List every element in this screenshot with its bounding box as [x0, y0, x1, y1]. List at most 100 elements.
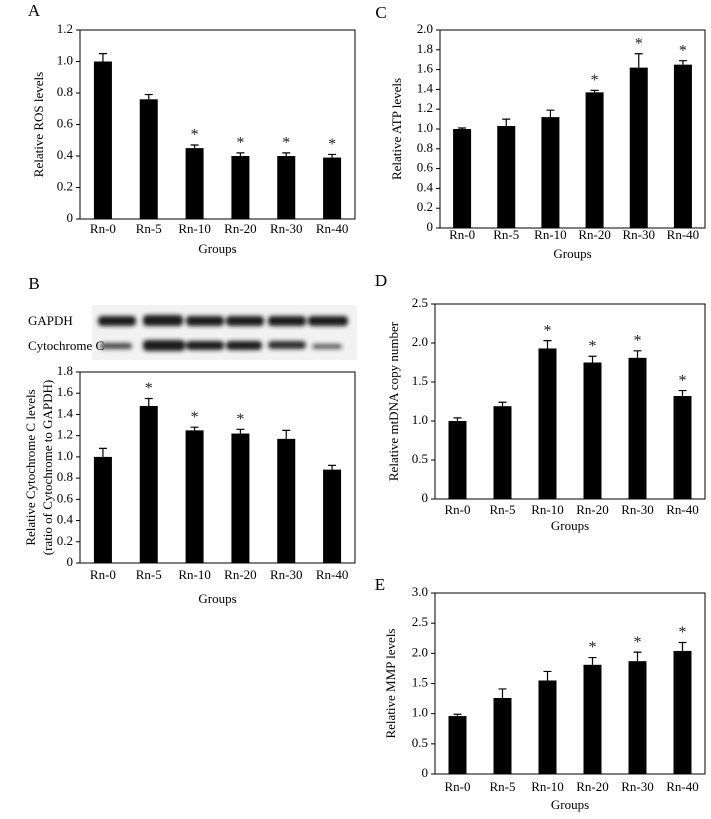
x-tick-label: Rn-0 — [90, 221, 116, 236]
x-axis-label: Groups — [551, 518, 589, 533]
y-tick-label: 2.0 — [412, 644, 428, 659]
y-axis-label: Relative ROS levels — [31, 72, 46, 177]
blot-background — [92, 305, 357, 360]
x-tick-label: Rn-20 — [576, 779, 609, 794]
x-axis-label: Groups — [198, 241, 236, 256]
plot-frame — [434, 303, 706, 500]
significance-marker: * — [634, 634, 642, 651]
error-bar — [543, 340, 552, 349]
x-tick-label: Rn-20 — [576, 502, 609, 517]
y-tick-label: 0.5 — [412, 451, 428, 466]
bar — [673, 64, 692, 229]
bar — [323, 469, 342, 563]
x-tick-label: Rn-20 — [224, 567, 257, 582]
x-tick-label: Rn-0 — [90, 567, 116, 582]
error-bar — [543, 670, 552, 681]
bar — [673, 650, 692, 774]
y-tick-label: 0.8 — [417, 140, 433, 155]
bar — [93, 456, 112, 563]
significance-marker: * — [589, 639, 597, 656]
bar — [139, 405, 158, 563]
x-tick-label: Rn-5 — [493, 227, 519, 242]
significance-marker: * — [679, 624, 687, 641]
x-tick-label: Rn-10 — [178, 567, 211, 582]
x-tick-label: Rn-40 — [666, 502, 699, 517]
y-axis-label: Relative ATP levels — [389, 78, 404, 180]
y-tick-label: 1.6 — [417, 61, 434, 76]
x-tick-label: Rn-30 — [623, 227, 656, 242]
y-tick-label: 1.0 — [57, 52, 73, 67]
y-tick-label: 1.0 — [417, 120, 433, 135]
error-bar — [590, 89, 599, 93]
significance-marker: * — [589, 338, 597, 355]
plot-frame — [439, 29, 706, 229]
error-bar — [144, 397, 153, 406]
error-bar — [282, 429, 291, 439]
y-tick-label: 1.0 — [57, 448, 73, 463]
x-tick-label: Rn-20 — [224, 221, 257, 236]
error-bar — [633, 350, 642, 358]
error-bar — [236, 152, 245, 156]
error-bar — [453, 713, 462, 717]
y-tick-label: 0.8 — [57, 469, 73, 484]
bar — [493, 406, 512, 499]
y-tick-label: 0.4 — [57, 147, 74, 162]
bar — [323, 157, 342, 219]
bar — [497, 126, 516, 228]
y-tick-label: 0.4 — [57, 512, 74, 527]
y-axis-label: (ratio of Cytochrome to GAPDH) — [40, 380, 55, 555]
y-tick-label: 1.8 — [417, 41, 433, 56]
x-tick-label: Rn-0 — [445, 779, 471, 794]
y-tick-label: 0.8 — [57, 84, 73, 99]
x-tick-label: Rn-40 — [667, 227, 700, 242]
bar — [629, 67, 648, 229]
y-tick-label: 0.4 — [417, 179, 434, 194]
bar — [538, 348, 557, 499]
y-tick-label: 0.5 — [412, 735, 428, 750]
y-tick-label: 2.0 — [417, 21, 433, 36]
x-tick-label: Rn-20 — [578, 227, 611, 242]
bar — [185, 148, 204, 219]
significance-marker: * — [544, 322, 552, 339]
bar — [277, 156, 296, 219]
bar — [453, 129, 472, 228]
blot-label: GAPDH — [28, 313, 73, 328]
x-tick-label: Rn-10 — [178, 221, 211, 236]
y-tick-label: 1.0 — [412, 412, 428, 427]
error-bar — [98, 447, 107, 457]
x-tick-label: Rn-0 — [445, 502, 471, 517]
significance-marker: * — [635, 35, 643, 52]
y-tick-label: 1.5 — [412, 674, 428, 689]
bar — [185, 430, 204, 563]
error-bar — [328, 464, 337, 470]
error-bar — [453, 417, 462, 421]
x-tick-label: Rn-10 — [531, 502, 564, 517]
y-tick-label: 0.2 — [57, 533, 73, 548]
bar — [93, 61, 112, 219]
error-bar — [502, 118, 511, 127]
error-bar — [678, 60, 687, 65]
significance-marker: * — [282, 135, 290, 152]
significance-marker: * — [191, 127, 199, 144]
plot-frame — [79, 371, 356, 564]
y-tick-label: 0 — [67, 554, 74, 569]
error-bar — [282, 152, 291, 156]
y-tick-label: 2.0 — [412, 334, 428, 349]
significance-marker: * — [236, 411, 244, 428]
blot-label: Cytochrome C — [28, 338, 104, 353]
y-tick-label: 2.5 — [412, 614, 428, 629]
x-tick-label: Rn-10 — [534, 227, 567, 242]
error-bar — [588, 355, 597, 363]
y-tick-label: 0 — [427, 219, 434, 234]
x-tick-label: Rn-30 — [270, 567, 303, 582]
y-axis-label: Relative mtDNA copy number — [386, 321, 401, 481]
y-tick-label: 1.4 — [417, 80, 434, 95]
bar — [231, 156, 250, 219]
error-bar — [190, 144, 199, 149]
significance-marker: * — [236, 135, 244, 152]
error-bar — [498, 688, 507, 698]
significance-marker: * — [191, 409, 199, 426]
y-tick-label: 1.5 — [412, 373, 428, 388]
y-axis-label: Relative Cytochrome C levels — [23, 389, 38, 545]
plot-frame — [434, 592, 706, 775]
